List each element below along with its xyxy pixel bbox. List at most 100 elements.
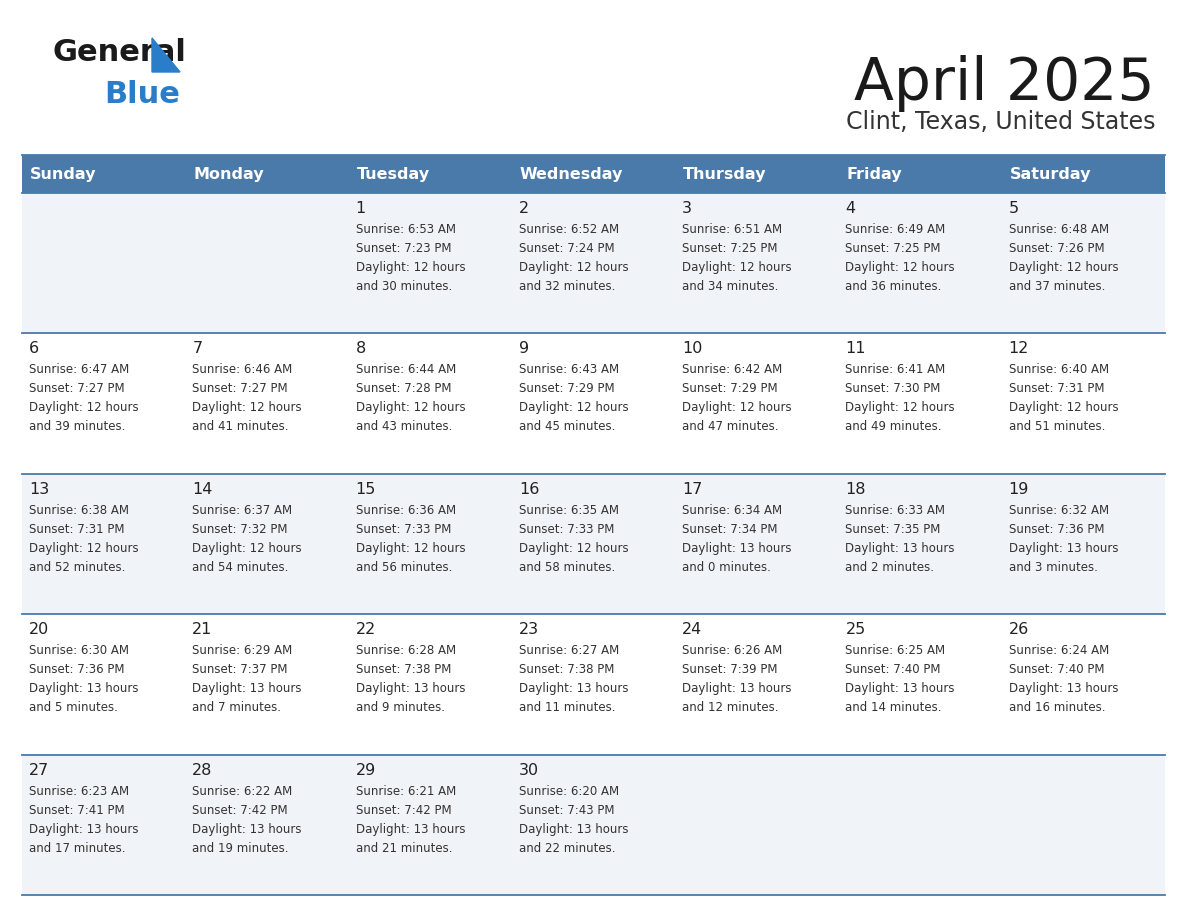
- Text: 17: 17: [682, 482, 702, 497]
- Text: Sunrise: 6:37 AM: Sunrise: 6:37 AM: [192, 504, 292, 517]
- Text: 11: 11: [846, 341, 866, 356]
- Text: Daylight: 13 hours: Daylight: 13 hours: [846, 542, 955, 554]
- Text: Sunset: 7:40 PM: Sunset: 7:40 PM: [846, 663, 941, 677]
- Text: Sunrise: 6:49 AM: Sunrise: 6:49 AM: [846, 223, 946, 236]
- Text: Daylight: 13 hours: Daylight: 13 hours: [519, 682, 628, 695]
- Text: and 32 minutes.: and 32 minutes.: [519, 280, 615, 293]
- Text: Sunrise: 6:30 AM: Sunrise: 6:30 AM: [29, 644, 129, 657]
- Text: Friday: Friday: [846, 166, 902, 182]
- Text: Sunset: 7:36 PM: Sunset: 7:36 PM: [1009, 522, 1104, 536]
- Text: Sunset: 7:42 PM: Sunset: 7:42 PM: [355, 803, 451, 817]
- Text: and 51 minutes.: and 51 minutes.: [1009, 420, 1105, 433]
- Text: 14: 14: [192, 482, 213, 497]
- Text: and 17 minutes.: and 17 minutes.: [29, 842, 126, 855]
- Text: and 19 minutes.: and 19 minutes.: [192, 842, 289, 855]
- Text: Sunrise: 6:53 AM: Sunrise: 6:53 AM: [355, 223, 455, 236]
- Text: Sunset: 7:30 PM: Sunset: 7:30 PM: [846, 383, 941, 396]
- Text: and 22 minutes.: and 22 minutes.: [519, 842, 615, 855]
- Text: Daylight: 12 hours: Daylight: 12 hours: [519, 261, 628, 274]
- Text: Daylight: 12 hours: Daylight: 12 hours: [355, 401, 466, 414]
- Text: and 5 minutes.: and 5 minutes.: [29, 701, 118, 714]
- Text: and 36 minutes.: and 36 minutes.: [846, 280, 942, 293]
- Text: Daylight: 12 hours: Daylight: 12 hours: [682, 401, 791, 414]
- Text: 27: 27: [29, 763, 49, 778]
- Text: and 9 minutes.: and 9 minutes.: [355, 701, 444, 714]
- Polygon shape: [152, 38, 181, 72]
- Text: Daylight: 13 hours: Daylight: 13 hours: [29, 682, 139, 695]
- Text: Daylight: 13 hours: Daylight: 13 hours: [1009, 682, 1118, 695]
- Text: Sunset: 7:31 PM: Sunset: 7:31 PM: [1009, 383, 1104, 396]
- Text: Sunrise: 6:35 AM: Sunrise: 6:35 AM: [519, 504, 619, 517]
- Text: 12: 12: [1009, 341, 1029, 356]
- Text: and 58 minutes.: and 58 minutes.: [519, 561, 615, 574]
- Text: Blue: Blue: [105, 80, 179, 109]
- Text: Daylight: 12 hours: Daylight: 12 hours: [29, 401, 139, 414]
- Text: Sunset: 7:41 PM: Sunset: 7:41 PM: [29, 803, 125, 817]
- Text: Sunrise: 6:34 AM: Sunrise: 6:34 AM: [682, 504, 782, 517]
- Text: and 45 minutes.: and 45 minutes.: [519, 420, 615, 433]
- Text: Sunrise: 6:26 AM: Sunrise: 6:26 AM: [682, 644, 783, 657]
- Text: Sunset: 7:33 PM: Sunset: 7:33 PM: [355, 522, 451, 536]
- Text: and 7 minutes.: and 7 minutes.: [192, 701, 282, 714]
- Text: 1: 1: [355, 201, 366, 216]
- Text: Daylight: 12 hours: Daylight: 12 hours: [355, 542, 466, 554]
- Text: Sunset: 7:40 PM: Sunset: 7:40 PM: [1009, 663, 1104, 677]
- Text: Clint, Texas, United States: Clint, Texas, United States: [846, 110, 1155, 134]
- Text: 21: 21: [192, 622, 213, 637]
- Bar: [23, 193, 1165, 333]
- Text: Daylight: 13 hours: Daylight: 13 hours: [192, 823, 302, 835]
- Text: 18: 18: [846, 482, 866, 497]
- Text: 20: 20: [29, 622, 49, 637]
- Text: Daylight: 12 hours: Daylight: 12 hours: [519, 542, 628, 554]
- Text: Sunset: 7:37 PM: Sunset: 7:37 PM: [192, 663, 287, 677]
- Text: and 41 minutes.: and 41 minutes.: [192, 420, 289, 433]
- Text: Sunset: 7:32 PM: Sunset: 7:32 PM: [192, 522, 287, 536]
- Text: Sunrise: 6:20 AM: Sunrise: 6:20 AM: [519, 785, 619, 798]
- Text: Sunrise: 6:44 AM: Sunrise: 6:44 AM: [355, 364, 456, 376]
- Text: Sunrise: 6:51 AM: Sunrise: 6:51 AM: [682, 223, 782, 236]
- Text: Daylight: 13 hours: Daylight: 13 hours: [1009, 542, 1118, 554]
- Text: and 0 minutes.: and 0 minutes.: [682, 561, 771, 574]
- Text: and 47 minutes.: and 47 minutes.: [682, 420, 778, 433]
- Text: and 54 minutes.: and 54 minutes.: [192, 561, 289, 574]
- Text: General: General: [52, 38, 185, 67]
- Text: 4: 4: [846, 201, 855, 216]
- Text: Daylight: 13 hours: Daylight: 13 hours: [682, 542, 791, 554]
- Text: Sunset: 7:25 PM: Sunset: 7:25 PM: [682, 242, 778, 255]
- Text: Wednesday: Wednesday: [520, 166, 624, 182]
- Text: 25: 25: [846, 622, 866, 637]
- Text: 28: 28: [192, 763, 213, 778]
- Text: Sunrise: 6:21 AM: Sunrise: 6:21 AM: [355, 785, 456, 798]
- Text: 9: 9: [519, 341, 529, 356]
- Text: Sunrise: 6:42 AM: Sunrise: 6:42 AM: [682, 364, 783, 376]
- Text: Sunset: 7:24 PM: Sunset: 7:24 PM: [519, 242, 614, 255]
- Text: and 16 minutes.: and 16 minutes.: [1009, 701, 1105, 714]
- Bar: [23, 474, 1165, 614]
- Text: Daylight: 12 hours: Daylight: 12 hours: [29, 542, 139, 554]
- Text: Daylight: 12 hours: Daylight: 12 hours: [682, 261, 791, 274]
- Text: Sunset: 7:33 PM: Sunset: 7:33 PM: [519, 522, 614, 536]
- Text: 24: 24: [682, 622, 702, 637]
- Text: 5: 5: [1009, 201, 1019, 216]
- Text: Sunset: 7:34 PM: Sunset: 7:34 PM: [682, 522, 778, 536]
- Text: Sunset: 7:27 PM: Sunset: 7:27 PM: [29, 383, 125, 396]
- Text: Sunrise: 6:25 AM: Sunrise: 6:25 AM: [846, 644, 946, 657]
- Text: Sunset: 7:38 PM: Sunset: 7:38 PM: [355, 663, 451, 677]
- Text: and 2 minutes.: and 2 minutes.: [846, 561, 935, 574]
- Text: Sunrise: 6:48 AM: Sunrise: 6:48 AM: [1009, 223, 1108, 236]
- Text: April 2025: April 2025: [854, 55, 1155, 112]
- Text: Daylight: 12 hours: Daylight: 12 hours: [355, 261, 466, 274]
- Text: Sunset: 7:35 PM: Sunset: 7:35 PM: [846, 522, 941, 536]
- Text: and 43 minutes.: and 43 minutes.: [355, 420, 451, 433]
- Text: Sunrise: 6:40 AM: Sunrise: 6:40 AM: [1009, 364, 1108, 376]
- Text: 22: 22: [355, 622, 375, 637]
- Text: Sunset: 7:27 PM: Sunset: 7:27 PM: [192, 383, 287, 396]
- Text: and 14 minutes.: and 14 minutes.: [846, 701, 942, 714]
- Text: Daylight: 13 hours: Daylight: 13 hours: [355, 823, 465, 835]
- Text: Sunrise: 6:46 AM: Sunrise: 6:46 AM: [192, 364, 292, 376]
- Text: Daylight: 12 hours: Daylight: 12 hours: [192, 401, 302, 414]
- Text: 15: 15: [355, 482, 375, 497]
- Text: Daylight: 12 hours: Daylight: 12 hours: [846, 261, 955, 274]
- Text: Daylight: 12 hours: Daylight: 12 hours: [1009, 261, 1118, 274]
- Text: Sunset: 7:29 PM: Sunset: 7:29 PM: [519, 383, 614, 396]
